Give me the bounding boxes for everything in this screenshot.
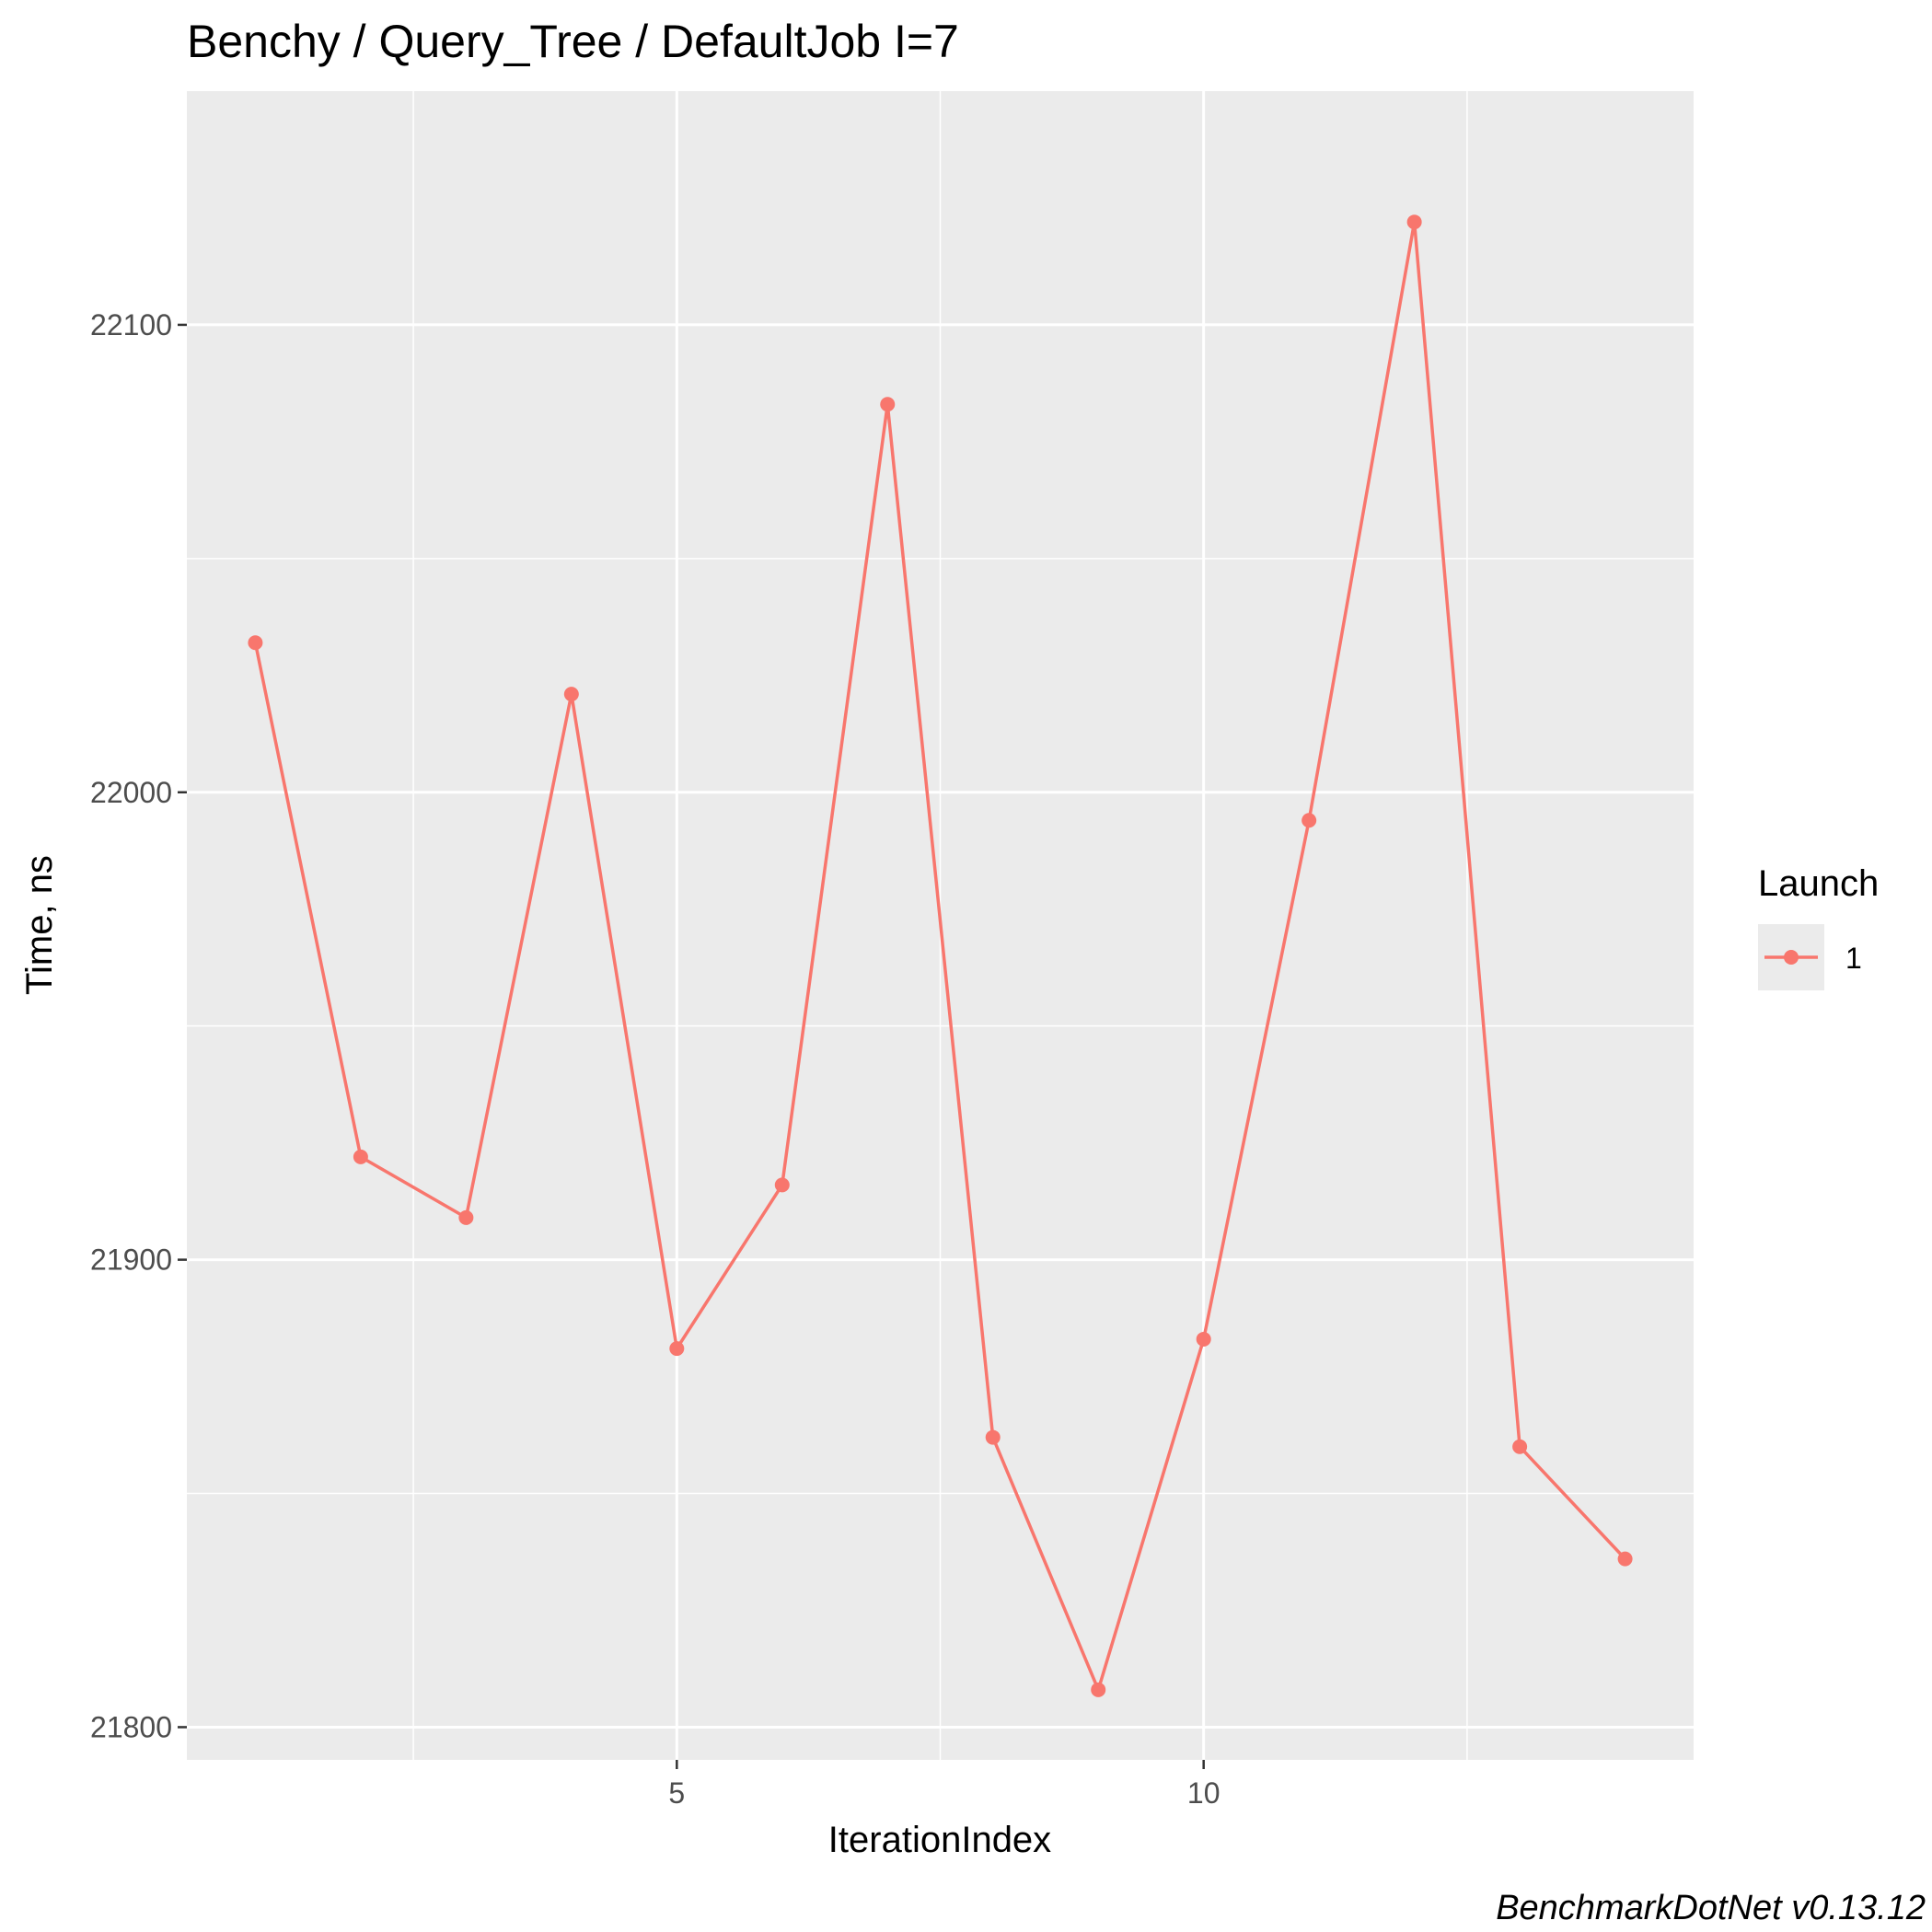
x-tick-label: 5 [668,1776,685,1810]
legend-key-point [1784,950,1799,965]
y-axis-title: Time, ns [19,855,60,995]
data-point [985,1429,1001,1445]
data-point [1617,1551,1633,1567]
data-point [774,1177,790,1193]
y-tick-label: 21800 [90,1710,172,1743]
data-point [458,1209,474,1225]
data-point [669,1341,685,1357]
series-line [253,220,1626,1692]
data-point [248,635,263,651]
y-tick-label: 22100 [90,308,172,341]
x-axis: 5 10 [668,1760,1220,1810]
x-tick-label: 10 [1187,1776,1221,1810]
legend: Launch 1 [1758,863,1879,990]
chart-title: Benchy / Query_Tree / DefaultJob I=7 [187,16,959,67]
data-point [1091,1682,1106,1697]
series-points [248,214,1633,1697]
data-point [1406,214,1422,230]
series-lines [253,220,1626,1692]
data-point [1301,813,1317,828]
chart-caption: BenchmarkDotNet v0.13.12 [1496,1889,1926,1927]
data-point [563,687,579,702]
y-tick-label: 21900 [90,1244,172,1277]
major-gridlines [187,91,1694,1760]
legend-title: Launch [1758,863,1879,904]
legend-entry-label: 1 [1845,942,1862,975]
x-axis-title: IterationIndex [828,1820,1051,1860]
data-point [1512,1439,1528,1454]
data-point [880,397,896,412]
y-tick-label: 22000 [90,776,172,809]
data-point [1196,1331,1211,1347]
data-point [353,1149,368,1164]
y-axis: 21800 21900 22000 22100 [90,308,187,1743]
